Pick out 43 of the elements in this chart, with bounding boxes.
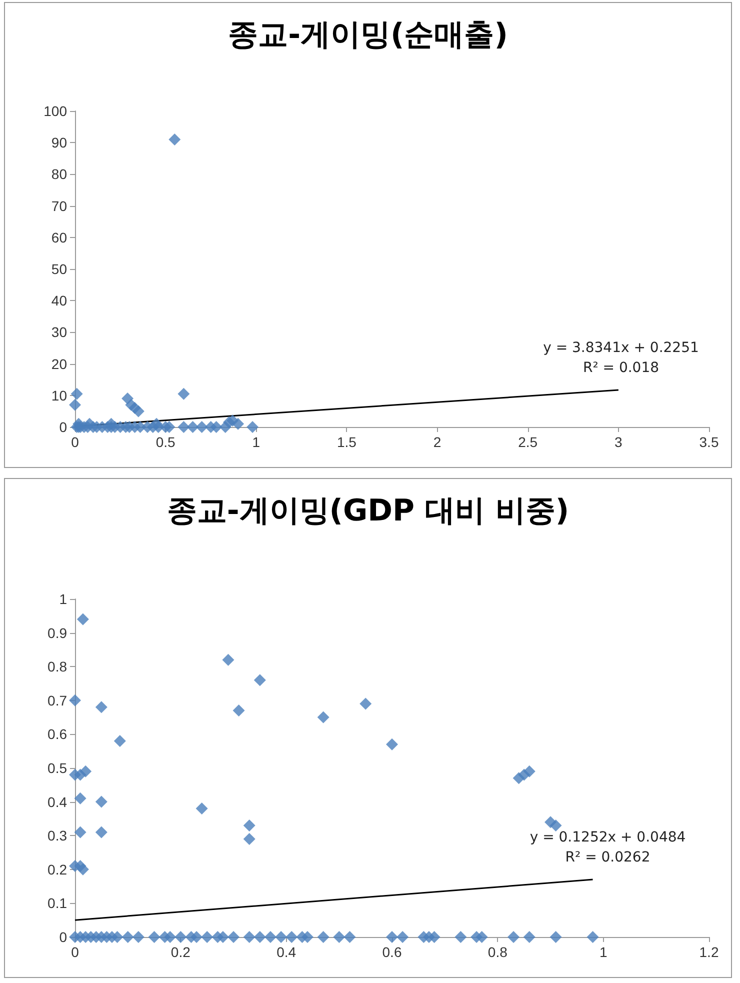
x-tick-label: 2.5 [518, 434, 538, 450]
x-tick-label: 1.2 [699, 944, 719, 960]
x-tick-label: 2 [433, 434, 442, 450]
x-tick-label: 0.8 [488, 944, 508, 960]
x-tick-label: 0 [71, 434, 80, 450]
x-tick-label: 1.5 [336, 434, 357, 450]
y-tick-label: 0.9 [48, 624, 68, 641]
x-tick-label: 0 [71, 944, 80, 960]
chart-title: 종교-게이밍(순매출) [228, 18, 508, 52]
y-tick-label: 30 [51, 324, 68, 340]
y-tick-label: 70 [51, 198, 68, 214]
y-tick-label: 1 [59, 591, 68, 607]
y-tick-label: 50 [51, 261, 68, 277]
y-tick-label: 0 [59, 419, 68, 435]
y-tick-label: 0.2 [48, 861, 68, 878]
chart-title: 종교-게이밍(GDP 대비 비중) [166, 494, 570, 528]
annotation: R² = 0.018 [582, 360, 660, 376]
y-tick-label: 90 [51, 134, 68, 151]
x-tick-label: 0.4 [276, 944, 296, 960]
y-tick-label: 80 [51, 166, 68, 182]
y-tick-label: 0 [59, 929, 68, 945]
y-tick-label: 0.4 [48, 794, 68, 810]
y-tick-label: 40 [51, 292, 68, 309]
y-tick-label: 0.6 [48, 726, 68, 742]
x-tick-label: 1 [252, 434, 260, 450]
y-tick-label: 0.1 [48, 895, 68, 912]
y-tick-label: 0.3 [48, 828, 68, 844]
x-tick-label: 0.2 [170, 944, 191, 960]
y-tick-label: 0.5 [48, 760, 68, 776]
x-tick-label: 3 [614, 434, 623, 450]
y-tick-label: 10 [51, 387, 68, 404]
x-tick-label: 0.6 [382, 944, 402, 960]
annotation: R² = 0.0262 [565, 850, 650, 866]
x-tick-label: 3.5 [699, 434, 719, 450]
annotation: y = 0.1252x + 0.0484 [530, 830, 686, 846]
x-tick-label: 0.5 [156, 434, 176, 450]
annotation: y = 3.8341x + 0.2251 [543, 340, 699, 356]
y-tick-label: 100 [44, 103, 68, 119]
y-tick-label: 20 [51, 356, 68, 372]
x-tick-label: 1 [599, 944, 608, 960]
y-tick-label: 0.7 [48, 692, 68, 708]
y-tick-label: 60 [51, 229, 68, 246]
y-tick-label: 0.8 [48, 658, 68, 675]
